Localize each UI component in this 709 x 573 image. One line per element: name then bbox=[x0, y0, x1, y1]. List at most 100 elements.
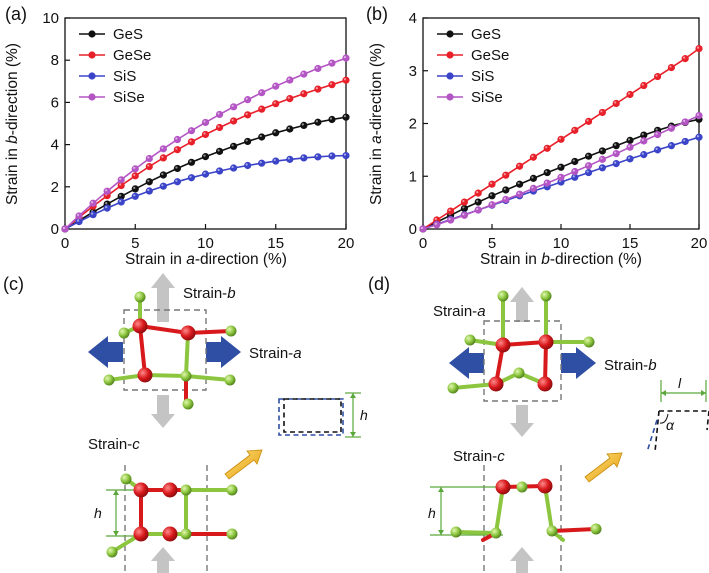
data-point-GeSe bbox=[488, 180, 496, 188]
point-highlight bbox=[476, 207, 479, 211]
legend-marker-GeSe bbox=[446, 51, 454, 59]
data-point-SiSe bbox=[244, 96, 252, 104]
data-point-SiSe bbox=[145, 154, 153, 163]
data-point-SiS bbox=[695, 133, 703, 141]
data-point-GeS bbox=[314, 118, 322, 126]
point-highlight bbox=[503, 187, 506, 191]
data-point-GeSe bbox=[626, 90, 634, 99]
data-point-SiS bbox=[173, 178, 181, 186]
point-highlight bbox=[600, 110, 603, 113]
x-tick-label: 20 bbox=[338, 235, 355, 252]
point-highlight bbox=[301, 72, 304, 75]
data-point-GeS bbox=[230, 142, 238, 150]
point-highlight bbox=[329, 61, 333, 64]
data-point-GeSe bbox=[695, 44, 703, 53]
data-point-GeS bbox=[515, 180, 524, 188]
data-point-SiSe bbox=[612, 149, 620, 158]
point-highlight bbox=[315, 66, 318, 69]
point-highlight bbox=[259, 107, 262, 110]
point-highlight bbox=[147, 179, 150, 182]
point-highlight bbox=[217, 168, 220, 172]
data-point-SiS bbox=[681, 137, 689, 146]
point-highlight bbox=[641, 138, 644, 142]
strain-c-arrow-up bbox=[151, 547, 175, 573]
strain-a-label-d: Strain-a bbox=[433, 303, 486, 320]
data-point-GeSe bbox=[201, 130, 210, 139]
data-point-SiSe bbox=[131, 165, 139, 173]
data-point-SiSe bbox=[419, 225, 427, 233]
point-highlight bbox=[655, 132, 658, 135]
point-highlight bbox=[231, 104, 234, 107]
data-point-SiS bbox=[286, 155, 294, 163]
data-point-SiSe bbox=[187, 127, 196, 135]
data-point-SiSe bbox=[75, 212, 83, 220]
data-point-SiS bbox=[626, 155, 634, 163]
data-point-SiS bbox=[598, 164, 607, 172]
panel-label-d: (d) bbox=[368, 274, 390, 294]
data-point-SiSe bbox=[488, 201, 496, 209]
data-point-GeS bbox=[145, 178, 153, 186]
point-highlight bbox=[669, 143, 672, 146]
point-highlight bbox=[259, 90, 262, 93]
point-highlight bbox=[147, 164, 150, 167]
x-tick-label: 15 bbox=[267, 235, 284, 252]
point-highlight bbox=[329, 82, 333, 85]
data-point-GeS bbox=[187, 158, 196, 166]
point-highlight bbox=[76, 219, 80, 222]
unit-cell-box-d bbox=[483, 320, 562, 402]
point-highlight bbox=[545, 146, 548, 149]
atoms-top-d bbox=[447, 290, 595, 394]
strain-c-arrow-down bbox=[151, 395, 175, 428]
data-point-GeSe bbox=[342, 76, 350, 84]
data-point-GeSe bbox=[446, 207, 455, 215]
point-highlight bbox=[245, 163, 248, 166]
data-point-GeSe bbox=[502, 171, 510, 179]
series-group-b bbox=[419, 44, 703, 233]
data-point-GeSe bbox=[258, 105, 266, 113]
data-point-GeSe bbox=[584, 117, 593, 125]
point-highlight bbox=[696, 46, 700, 49]
chart-a: (a) 0 5 10 15 20 0 2 4 6 8 10 GeS GeSe SiS SiSe Strai… bbox=[4, 4, 354, 268]
inset-alpha-label-d: α bbox=[666, 417, 675, 433]
data-point-GeS bbox=[342, 113, 350, 121]
atom-green bbox=[182, 398, 194, 410]
series-group-a bbox=[61, 54, 350, 233]
point-highlight bbox=[627, 145, 631, 148]
point-highlight bbox=[175, 179, 178, 182]
point-highlight bbox=[586, 154, 589, 157]
point-highlight bbox=[273, 101, 276, 104]
x-axis-label-a: Strain in a-direction (%) bbox=[125, 251, 287, 268]
strain-a-label-c: Strain-a bbox=[249, 345, 302, 362]
point-highlight bbox=[301, 155, 304, 158]
data-point-GeSe bbox=[328, 81, 336, 89]
data-point-GeSe bbox=[640, 81, 648, 90]
data-point-GeSe bbox=[173, 146, 181, 154]
inset-cell-d: l α bbox=[646, 375, 709, 453]
h-label-c: h bbox=[94, 505, 102, 521]
data-point-GeS bbox=[474, 198, 482, 206]
data-point-SiSe bbox=[543, 179, 551, 187]
point-highlight bbox=[531, 155, 534, 158]
data-point-GeSe bbox=[681, 55, 689, 63]
data-point-GeS bbox=[258, 133, 266, 141]
point-highlight bbox=[147, 188, 150, 192]
data-point-SiSe bbox=[342, 54, 350, 62]
data-point-GeSe bbox=[598, 108, 607, 117]
point-highlight bbox=[62, 226, 66, 230]
point-highlight bbox=[517, 164, 520, 167]
data-point-SiSe bbox=[230, 103, 238, 111]
data-point-GeS bbox=[272, 129, 280, 137]
legend-label-GeS: GeS bbox=[113, 26, 143, 43]
point-highlight bbox=[161, 184, 164, 187]
point-highlight bbox=[217, 149, 220, 152]
data-point-SiSe bbox=[328, 59, 336, 67]
point-highlight bbox=[231, 165, 234, 169]
strain-c-label-d: Strain-c bbox=[453, 448, 505, 465]
point-highlight bbox=[245, 112, 248, 115]
atom-green bbox=[225, 325, 237, 337]
data-point-GeS bbox=[300, 121, 308, 129]
data-point-SiSe bbox=[433, 221, 441, 229]
panel-label-c: (c) bbox=[3, 274, 24, 294]
point-highlight bbox=[683, 56, 686, 59]
